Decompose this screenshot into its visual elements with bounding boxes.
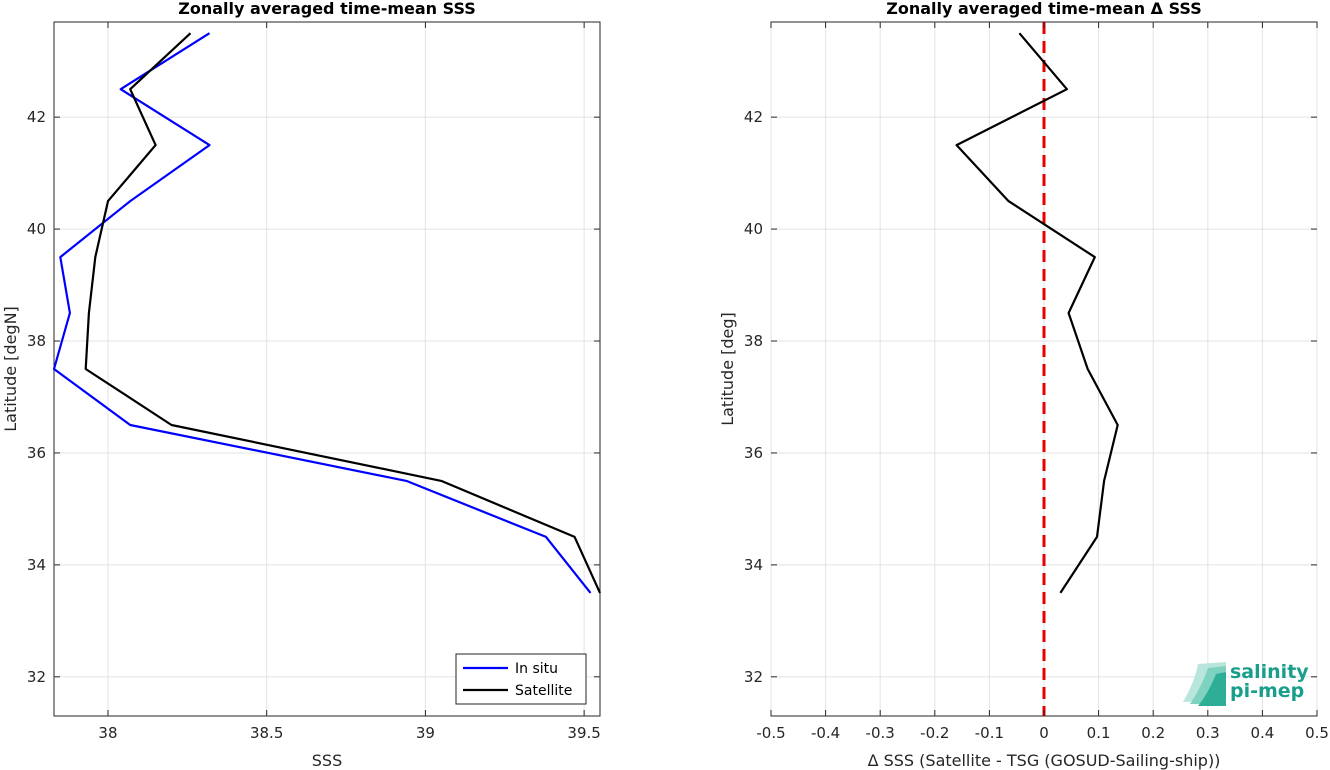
delta-sss-x-tick-label: 0 bbox=[1039, 724, 1049, 742]
delta-sss-x-tick-label: -0.3 bbox=[866, 724, 895, 742]
sss-y-tick-label: 32 bbox=[27, 668, 46, 686]
delta-sss-panel: -0.5 -0.4 -0.3 -0.2 -0.1 0 0.1 0.2 0.3 0.4 0.5 32 34… bbox=[718, 0, 1329, 770]
delta-sss-x-tick-label: 0.5 bbox=[1305, 724, 1329, 742]
sss-y-tick-label: 38 bbox=[27, 332, 46, 350]
sss-grid bbox=[54, 22, 600, 716]
sss-y-tick-label: 42 bbox=[27, 108, 46, 126]
sss-ticks: 38 38.5 39 39.5 32 34 36 38 40 42 bbox=[27, 22, 601, 742]
sss-x-tick-label: 39 bbox=[416, 724, 435, 742]
sss-y-tick-label: 36 bbox=[27, 444, 46, 462]
legend-label-satellite: Satellite bbox=[515, 683, 572, 699]
sss-y-tick-label: 34 bbox=[27, 556, 46, 574]
delta-sss-chart-title: Zonally averaged time-mean Δ SSS bbox=[886, 0, 1202, 18]
delta-sss-x-tick-label: 0.4 bbox=[1250, 724, 1274, 742]
sss-y-tick-label: 40 bbox=[27, 220, 46, 238]
sss-x-tick-label: 38 bbox=[98, 724, 117, 742]
legend-box bbox=[455, 653, 587, 705]
delta-sss-series-line-delta bbox=[955, 32, 1119, 594]
sss-axes-frame bbox=[53, 21, 601, 717]
sss-series-line-in-situ bbox=[52, 32, 592, 594]
delta-sss-x-tick-label: -0.5 bbox=[756, 724, 785, 742]
delta-sss-y-tick-label: 32 bbox=[744, 668, 763, 686]
delta-sss-y-tick-label: 36 bbox=[744, 444, 763, 462]
legend-label-in-situ: In situ bbox=[515, 661, 558, 677]
legend: In situ Satellite bbox=[455, 653, 587, 705]
delta-sss-y-tick-label: 40 bbox=[744, 220, 763, 238]
delta-sss-x-tick-label: 0.3 bbox=[1196, 724, 1220, 742]
sss-series-line-satellite bbox=[84, 32, 602, 594]
delta-sss-x-tick-label: -0.1 bbox=[975, 724, 1004, 742]
delta-sss-x-axis-label: Δ SSS (Satellite - TSG (GOSUD-Sailing-sh… bbox=[868, 751, 1221, 770]
sss-x-axis-label: SSS bbox=[312, 751, 342, 770]
delta-sss-x-tick-label: -0.4 bbox=[811, 724, 840, 742]
delta-sss-y-tick-label: 42 bbox=[744, 108, 763, 126]
delta-sss-y-tick-label: 34 bbox=[744, 556, 763, 574]
sss-chart-title: Zonally averaged time-mean SSS bbox=[178, 0, 476, 18]
delta-sss-y-tick-label: 38 bbox=[744, 332, 763, 350]
delta-sss-x-tick-label: -0.2 bbox=[920, 724, 949, 742]
logo-wave-icon-3 bbox=[1198, 672, 1226, 706]
delta-sss-ticks: -0.5 -0.4 -0.3 -0.2 -0.1 0 0.1 0.2 0.3 0.4 0.5 32 34… bbox=[744, 22, 1329, 742]
delta-sss-y-axis-label: Latitude [deg] bbox=[718, 312, 737, 426]
salinity-pi-mep-logo: salinity pi-mep bbox=[1183, 661, 1309, 706]
delta-sss-series bbox=[955, 22, 1119, 716]
sss-series bbox=[52, 32, 602, 594]
logo-text-pi-mep: pi-mep bbox=[1230, 680, 1304, 702]
sss-x-tick-label: 39.5 bbox=[567, 724, 600, 742]
delta-sss-x-tick-label: 0.1 bbox=[1087, 724, 1111, 742]
logo-text-salinity: salinity bbox=[1230, 661, 1309, 683]
delta-sss-x-tick-label: 0.2 bbox=[1141, 724, 1165, 742]
sss-panel: 38 38.5 39 39.5 32 34 36 38 40 42 Zonally average… bbox=[1, 0, 602, 770]
sss-x-tick-label: 38.5 bbox=[250, 724, 283, 742]
sss-y-axis-label: Latitude [degN] bbox=[1, 306, 20, 432]
